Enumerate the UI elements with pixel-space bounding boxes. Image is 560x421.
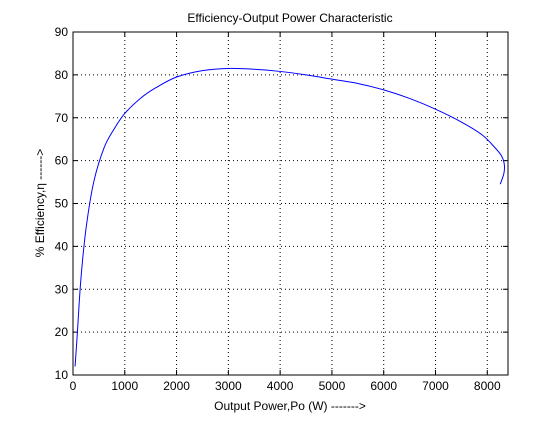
plot-background <box>73 32 508 375</box>
x-tick-label: 2000 <box>163 379 190 393</box>
y-tick-label: 40 <box>55 239 69 253</box>
y-tick-label: 50 <box>55 197 69 211</box>
y-tick-label: 80 <box>55 68 69 82</box>
y-tick-labels: 10 20 30 40 50 60 70 80 90 <box>55 25 69 382</box>
x-tick-labels: 0 1000 2000 3000 4000 5000 6000 7000 8000 <box>70 379 501 393</box>
y-tick-label: 90 <box>55 25 69 39</box>
grid-layer <box>73 32 508 375</box>
plot-frame <box>72 31 509 376</box>
x-tick-label: 5000 <box>319 379 346 393</box>
y-tick-label: 10 <box>55 368 69 382</box>
efficiency-curve <box>74 67 506 367</box>
x-tick-label: 0 <box>70 379 77 393</box>
y-tick-label: 60 <box>55 154 69 168</box>
y-tick-label: 30 <box>55 282 69 296</box>
x-tick-label: 3000 <box>215 379 242 393</box>
y-tick-label: 20 <box>55 325 69 339</box>
x-axis-label: Output Power,Po (W) -------> <box>214 399 366 413</box>
x-tick-label: 8000 <box>474 379 501 393</box>
y-axis-label: % Efficiency,η ------> <box>33 149 47 258</box>
x-tick-label: 7000 <box>422 379 449 393</box>
x-tick-label: 1000 <box>111 379 138 393</box>
x-tick-label: 4000 <box>267 379 294 393</box>
y-tick-label: 70 <box>55 111 69 125</box>
series-layer <box>74 67 506 367</box>
chart-title: Efficiency-Output Power Characteristic <box>187 11 392 25</box>
x-tick-label: 6000 <box>370 379 397 393</box>
